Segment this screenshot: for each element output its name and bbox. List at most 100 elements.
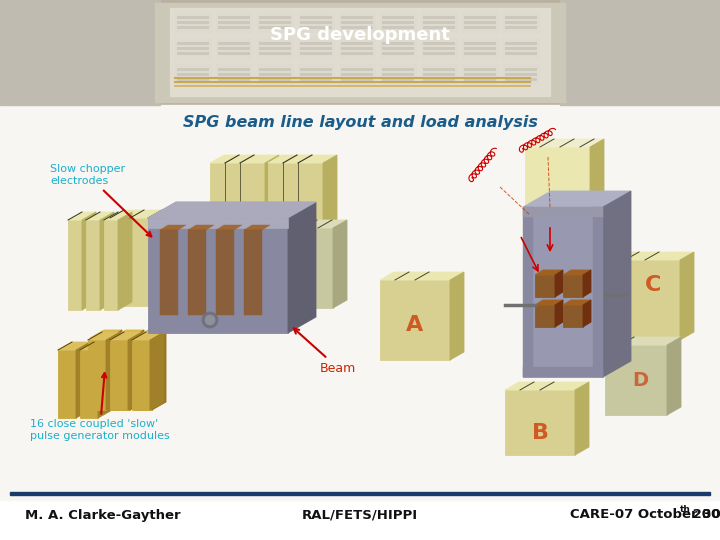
Bar xyxy=(560,0,720,105)
Polygon shape xyxy=(535,270,563,275)
Polygon shape xyxy=(98,342,112,418)
Bar xyxy=(218,21,250,24)
Bar xyxy=(300,68,332,71)
Text: 16 close coupled 'slow'
pulse generator modules: 16 close coupled 'slow' pulse generator … xyxy=(30,373,170,441)
Bar xyxy=(259,42,291,45)
Bar xyxy=(503,64,539,84)
Polygon shape xyxy=(90,330,122,338)
Polygon shape xyxy=(152,330,166,410)
Polygon shape xyxy=(112,338,130,410)
Bar xyxy=(300,42,332,45)
Polygon shape xyxy=(118,212,132,310)
Bar xyxy=(505,42,537,45)
Bar xyxy=(218,42,250,45)
Bar xyxy=(503,38,539,58)
Bar xyxy=(298,12,334,32)
Bar xyxy=(177,78,209,81)
Bar xyxy=(218,26,250,29)
Bar xyxy=(177,73,209,76)
Polygon shape xyxy=(150,332,164,410)
Bar xyxy=(423,42,455,45)
Polygon shape xyxy=(583,300,591,327)
Bar xyxy=(257,64,293,84)
Polygon shape xyxy=(323,155,337,228)
Bar xyxy=(421,64,457,84)
Polygon shape xyxy=(505,390,575,455)
Bar xyxy=(259,78,291,81)
Bar xyxy=(188,230,206,315)
Bar xyxy=(300,73,332,76)
Bar xyxy=(259,26,291,29)
Text: Slow chopper
electrodes: Slow chopper electrodes xyxy=(50,164,151,237)
Text: RAL/FETS/HIPPI: RAL/FETS/HIPPI xyxy=(302,509,418,522)
Text: SPG development: SPG development xyxy=(270,26,450,44)
Bar xyxy=(218,52,250,55)
Polygon shape xyxy=(523,191,631,207)
Bar xyxy=(382,16,414,19)
Bar xyxy=(341,42,373,45)
Bar xyxy=(380,64,416,84)
Polygon shape xyxy=(112,330,144,338)
Bar xyxy=(216,38,252,58)
Bar xyxy=(464,16,496,19)
Bar xyxy=(259,16,291,19)
Polygon shape xyxy=(210,163,265,228)
Bar xyxy=(423,52,455,55)
Bar xyxy=(259,21,291,24)
Polygon shape xyxy=(265,155,279,228)
Bar xyxy=(462,38,498,58)
Bar xyxy=(177,42,209,45)
Bar xyxy=(423,68,455,71)
Bar xyxy=(175,12,211,32)
Bar xyxy=(382,21,414,24)
Polygon shape xyxy=(505,382,589,390)
Polygon shape xyxy=(90,338,108,410)
Bar xyxy=(505,26,537,29)
Text: C: C xyxy=(645,275,661,295)
Bar xyxy=(523,207,603,217)
Polygon shape xyxy=(58,350,76,418)
Polygon shape xyxy=(605,345,667,415)
Bar xyxy=(218,68,250,71)
Polygon shape xyxy=(150,210,164,306)
Bar xyxy=(300,52,332,55)
Text: B: B xyxy=(531,423,549,443)
Bar xyxy=(505,21,537,24)
Polygon shape xyxy=(680,252,694,340)
Polygon shape xyxy=(76,342,90,418)
Circle shape xyxy=(205,315,215,325)
Bar xyxy=(505,68,537,71)
Bar xyxy=(216,64,252,84)
Bar xyxy=(298,64,334,84)
Bar xyxy=(0,0,160,105)
Bar xyxy=(300,26,332,29)
Bar xyxy=(177,26,209,29)
Polygon shape xyxy=(603,191,631,377)
Polygon shape xyxy=(130,330,144,410)
Bar xyxy=(341,68,373,71)
Bar xyxy=(339,64,375,84)
Bar xyxy=(382,52,414,55)
Polygon shape xyxy=(108,330,122,410)
Polygon shape xyxy=(610,260,680,340)
Polygon shape xyxy=(667,337,681,415)
Bar xyxy=(257,12,293,32)
Polygon shape xyxy=(563,275,583,297)
Bar xyxy=(259,73,291,76)
Polygon shape xyxy=(563,270,591,275)
Polygon shape xyxy=(100,212,114,310)
Polygon shape xyxy=(132,340,150,410)
Polygon shape xyxy=(68,220,82,310)
Polygon shape xyxy=(535,300,563,305)
Bar xyxy=(380,38,416,58)
Polygon shape xyxy=(68,212,96,220)
Polygon shape xyxy=(110,340,128,410)
Bar xyxy=(464,42,496,45)
Bar xyxy=(0,105,720,500)
Bar xyxy=(380,12,416,32)
Bar xyxy=(216,12,252,32)
Polygon shape xyxy=(110,218,150,306)
Bar xyxy=(464,78,496,81)
Bar xyxy=(257,38,293,58)
Bar xyxy=(464,52,496,55)
